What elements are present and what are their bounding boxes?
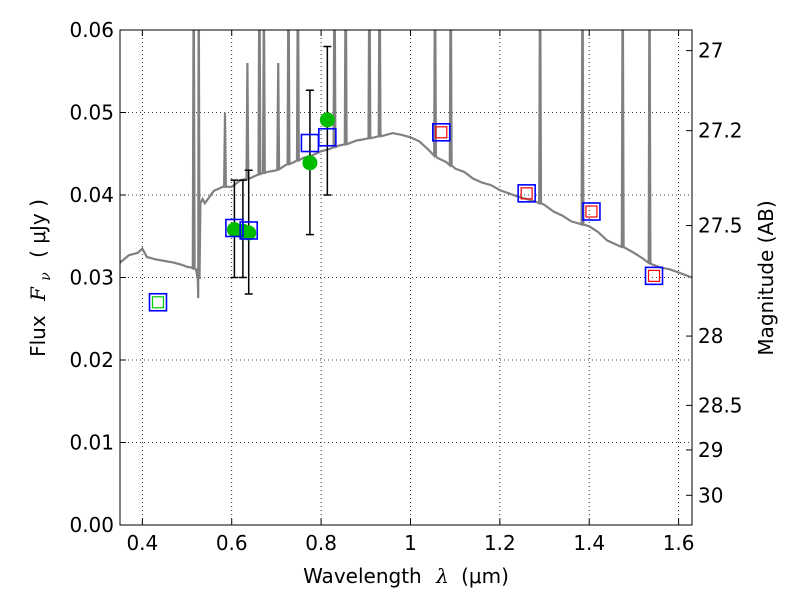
data-point-inner — [647, 269, 661, 282]
plot-area — [120, 30, 692, 312]
x-axis-unit: (μm) — [461, 564, 509, 588]
y-tick-label: 0.05 — [69, 101, 114, 125]
x-tick-label: 0.4 — [126, 531, 158, 555]
data-point-model — [148, 292, 168, 312]
x-tick-label: 0.8 — [305, 531, 337, 555]
y2-tick-label: 30 — [698, 483, 723, 507]
data-point-inner — [585, 205, 598, 218]
y2-tick-label: 27.5 — [698, 214, 743, 238]
x-tick-label: 1.6 — [663, 531, 695, 555]
y-axis-symbol: F — [26, 286, 50, 302]
data-point-model — [582, 202, 601, 221]
y2-tick-label: 29 — [698, 438, 723, 462]
x-tick-label: 1.4 — [573, 531, 605, 555]
model-spectrum-line — [120, 30, 692, 299]
data-point-inner — [435, 126, 448, 139]
data-point-inner — [520, 187, 533, 200]
x-tick-label: 1 — [404, 531, 417, 555]
data-point-observed — [319, 112, 335, 128]
plot-frame — [119, 29, 693, 526]
data-point-model — [517, 184, 536, 203]
y-axis-unit: ( μJy ) — [26, 199, 50, 258]
grid — [120, 30, 692, 525]
data-point-inner — [151, 296, 165, 309]
data-point-observed — [241, 225, 257, 241]
y-axis-label: Flux — [26, 315, 50, 357]
data-point-model — [225, 218, 244, 238]
x-axis: 0.4 0.6 0.8 1 1.2 1.4 1.6 — [126, 30, 695, 555]
y-tick-label: 0.00 — [69, 513, 114, 537]
x-axis-title: Wavelength λ (μm) — [303, 564, 509, 588]
data-point-observed — [302, 155, 318, 171]
data-point-model — [644, 266, 664, 286]
y-axis: 0.00 0.01 0.02 0.03 0.04 0.05 0.06 — [69, 18, 126, 537]
x-axis-symbol: λ — [435, 564, 449, 588]
x-axis-label: Wavelength — [303, 564, 422, 588]
data-point-model — [239, 221, 258, 240]
y2-axis: 27 27.2 27.5 28 28.5 29 30 — [686, 39, 743, 507]
y-tick-label: 0.02 — [69, 348, 114, 372]
data-point-model — [432, 123, 451, 142]
y2-tick-label: 28 — [698, 324, 723, 348]
y2-tick-label: 27 — [698, 39, 723, 63]
y-tick-label: 0.04 — [69, 183, 114, 207]
y-tick-label: 0.03 — [69, 266, 114, 290]
y-axis-symbol-subscript: ν — [38, 272, 54, 281]
y-axis-title: Flux F ν ( μJy ) — [26, 199, 55, 357]
data-point-model — [318, 127, 337, 147]
x-tick-label: 1.2 — [484, 531, 516, 555]
y2-tick-label: 28.5 — [698, 393, 743, 417]
x-tick-label: 0.6 — [216, 531, 248, 555]
y-tick-label: 0.06 — [69, 18, 114, 42]
y2-tick-label: 27.2 — [698, 119, 743, 143]
y-tick-label: 0.01 — [69, 431, 114, 455]
y2-axis-title: Magnitude (AB) — [754, 200, 778, 355]
